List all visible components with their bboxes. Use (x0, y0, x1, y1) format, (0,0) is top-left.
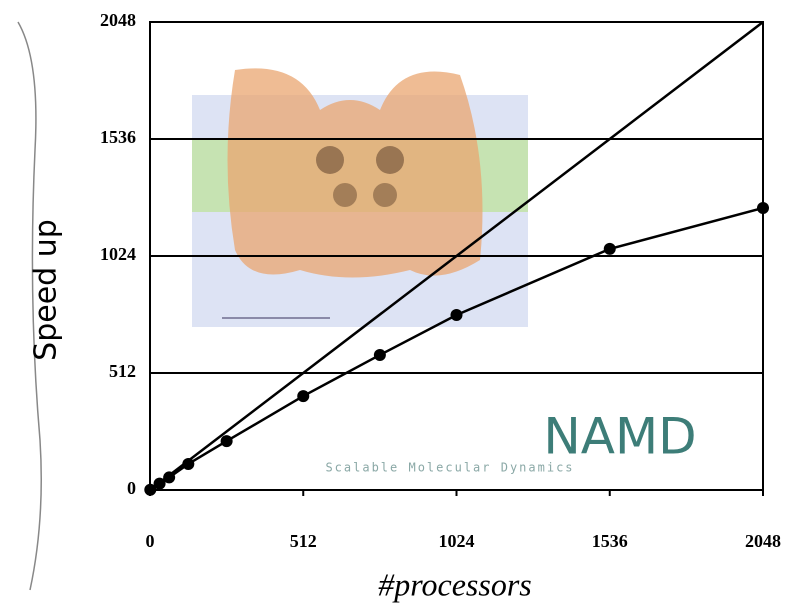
data-point (604, 243, 616, 255)
chart: NAMD Scalable Molecular Dynamics #proces… (0, 0, 793, 612)
x-tick-label: 512 (290, 531, 317, 551)
y-tick-label: 512 (109, 361, 136, 381)
protein-core (376, 146, 404, 174)
x-axis-label: #processors (378, 566, 531, 602)
y-tick-label: 2048 (100, 10, 136, 30)
x-tick-label: 1536 (592, 531, 628, 551)
page: NAMD Scalable Molecular Dynamics #proces… (0, 0, 793, 612)
y-tick-label: 1024 (100, 244, 136, 264)
data-point (374, 349, 386, 361)
protein-core (316, 146, 344, 174)
y-tick-label: 0 (127, 478, 136, 498)
y-tick-label: 1536 (100, 127, 136, 147)
inset-image (192, 68, 528, 327)
logo-tagline: Scalable Molecular Dynamics (325, 461, 574, 475)
logo: NAMD (543, 408, 696, 466)
data-point (182, 458, 194, 470)
x-tick-label: 1024 (439, 531, 475, 551)
data-point (297, 390, 309, 402)
data-point (163, 471, 175, 483)
data-point (757, 202, 769, 214)
data-point (221, 435, 233, 447)
protein-core (373, 183, 397, 207)
y-axis-label: Speed up (29, 219, 64, 361)
x-tick-label: 2048 (745, 531, 781, 551)
x-tick-label: 0 (146, 531, 155, 551)
data-point (451, 309, 463, 321)
protein-core (333, 183, 357, 207)
